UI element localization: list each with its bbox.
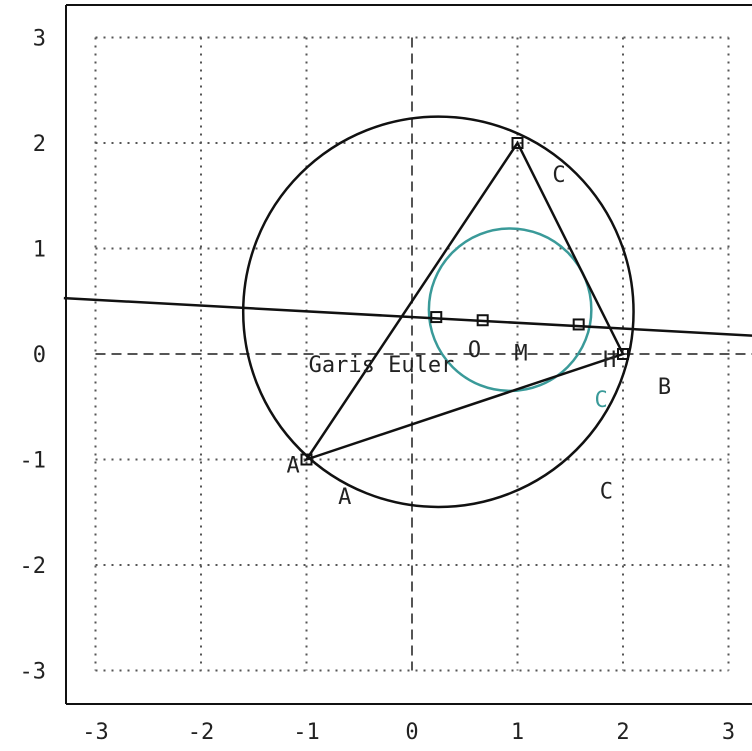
annotation-label: A [338, 485, 351, 510]
annotation-label: B [658, 375, 671, 400]
annotation-label: O [468, 338, 481, 363]
y-tick-label: 1 [33, 238, 46, 263]
x-tick-label: -3 [82, 720, 109, 745]
y-tick-label: -3 [20, 660, 47, 685]
x-tick-label: -2 [188, 720, 215, 745]
y-tick-label: -2 [20, 554, 47, 579]
x-tick-label: 0 [405, 720, 418, 745]
annotation-label: C [600, 480, 613, 505]
x-tick-labels: -3 -2 -1 0 1 2 3 [82, 720, 735, 745]
x-tick-label: 1 [511, 720, 524, 745]
x-tick-label: 3 [722, 720, 735, 745]
point-label: H [603, 348, 616, 373]
annotation-label: C [552, 163, 565, 188]
y-tick-label: 3 [33, 27, 46, 52]
y-tick-labels: 3 2 1 0 -1 -2 -3 [20, 27, 47, 685]
annotation-label: Garis Euler [309, 353, 455, 378]
y-tick-label: 0 [33, 343, 46, 368]
annotation-label: M [514, 341, 527, 366]
x-tick-label: -1 [293, 720, 320, 745]
y-tick-label: -1 [20, 449, 47, 474]
point-label: A [287, 454, 300, 479]
x-tick-label: 2 [616, 720, 629, 745]
y-tick-label: 2 [33, 132, 46, 157]
annotation-label: C [595, 388, 608, 413]
